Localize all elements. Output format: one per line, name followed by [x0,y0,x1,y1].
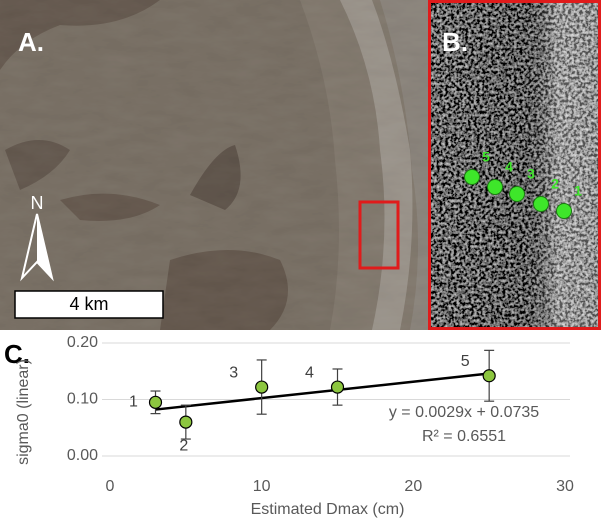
x-tick-label: 30 [556,478,574,495]
sample-point [556,203,572,219]
inset-box [358,200,400,270]
image-texture [0,0,428,330]
data-point [255,380,269,394]
y-axis-label: sigma0 (linear) [15,359,32,465]
point-label: 3 [229,364,238,381]
panel-a: A. N 4 km [0,0,428,330]
sample-points: 54 32 1 [464,149,582,219]
data-point [148,395,163,409]
r-squared: R² = 0.6551 [422,428,506,445]
panel-b: B. 54 32 1 [428,0,601,330]
inset-border [428,0,601,330]
trendline-equation: y = 0.0029x + 0.0735 [389,404,539,421]
north-arrow [37,214,52,278]
point-label: 3 [527,166,535,182]
y-tick-label: 0.00 [67,447,98,464]
point-label: 5 [482,149,490,165]
point-label: 1 [129,394,138,411]
x-tick-label: 10 [253,478,271,495]
data-point [179,415,193,429]
radar-shading [428,0,601,330]
data-point [330,380,345,394]
sample-point [509,186,525,202]
point-label: 4 [305,364,314,381]
chart-background [0,330,601,520]
data-point [482,369,496,383]
x-tick-label: 20 [404,478,422,495]
point-label: 2 [551,176,559,192]
sample-point [464,169,480,185]
x-tick-label: 0 [106,478,115,495]
y-tick-label: 0.20 [67,334,98,351]
scale-label: 4 km [69,294,108,314]
point-label: 4 [505,159,513,175]
point-label: 5 [461,353,470,370]
chart: C. 0.00 0.10 0.20 0 10 20 30 Estimated Dmax (cm)… [4,334,574,518]
scale-bar [14,290,164,319]
y-tick-label: 0.10 [67,391,98,408]
trendline [155,372,490,411]
sample-point [533,196,549,212]
panel-label: B. [442,27,468,57]
x-axis-label: Estimated Dmax (cm) [251,501,405,518]
sample-point [487,179,503,195]
point-label: 2 [179,437,188,454]
panel-label: A. [18,27,44,57]
point-label: 1 [574,183,582,199]
north-label: N [31,193,44,213]
panel-label: C. [4,339,30,369]
